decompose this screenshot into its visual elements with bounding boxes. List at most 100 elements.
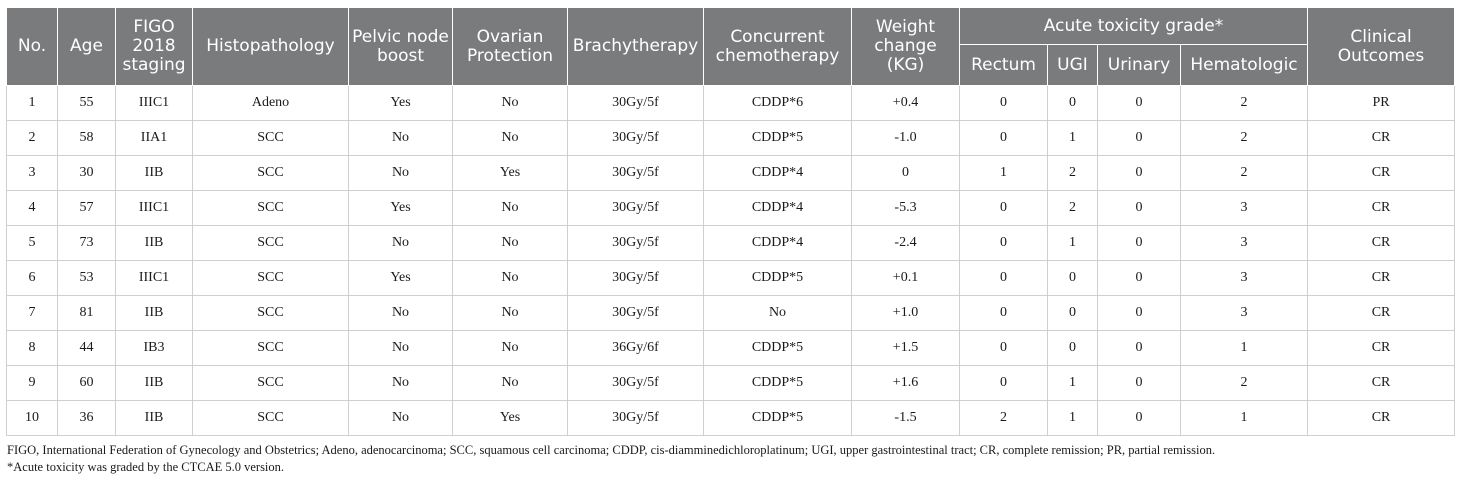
header-figo: FIGO 2018 staging bbox=[115, 7, 193, 86]
cell-no: 4 bbox=[6, 190, 58, 226]
cell-ovarian: No bbox=[452, 295, 568, 331]
cell-chemo: CDDP*5 bbox=[703, 400, 852, 436]
cell-weight: 0 bbox=[851, 155, 960, 191]
cell-ugi: 1 bbox=[1047, 225, 1098, 261]
cell-ovarian: Yes bbox=[452, 400, 568, 436]
cell-figo: IIB bbox=[115, 225, 193, 261]
cell-age: 36 bbox=[57, 400, 116, 436]
header-ovarian-protection: Ovarian Protection bbox=[452, 7, 568, 86]
cell-age: 60 bbox=[57, 365, 116, 401]
cell-pelvic: No bbox=[348, 155, 453, 191]
cell-ugi: 0 bbox=[1047, 295, 1098, 331]
cell-urinary: 0 bbox=[1097, 365, 1181, 401]
cell-no: 1 bbox=[6, 85, 58, 121]
cell-age: 81 bbox=[57, 295, 116, 331]
cell-no: 9 bbox=[6, 365, 58, 401]
cell-rectum: 0 bbox=[959, 365, 1048, 401]
cell-pelvic: No bbox=[348, 225, 453, 261]
cell-ovarian: No bbox=[452, 120, 568, 156]
cell-pelvic: No bbox=[348, 295, 453, 331]
cell-outcome: CR bbox=[1307, 120, 1456, 156]
cell-pelvic: Yes bbox=[348, 260, 453, 296]
cell-rectum: 0 bbox=[959, 225, 1048, 261]
cell-ugi: 2 bbox=[1047, 155, 1098, 191]
cell-pelvic: No bbox=[348, 120, 453, 156]
cell-no: 7 bbox=[6, 295, 58, 331]
cell-weight: +1.5 bbox=[851, 330, 960, 366]
cell-ovarian: Yes bbox=[452, 155, 568, 191]
cell-figo: IIIC1 bbox=[115, 85, 193, 121]
cell-histopathology: SCC bbox=[192, 190, 349, 226]
cell-no: 2 bbox=[6, 120, 58, 156]
header-urinary: Urinary bbox=[1097, 44, 1181, 86]
cell-outcome: PR bbox=[1307, 85, 1456, 121]
cell-chemo: CDDP*5 bbox=[703, 260, 852, 296]
cell-ovarian: No bbox=[452, 365, 568, 401]
cell-outcome: CR bbox=[1307, 155, 1456, 191]
header-rectum: Rectum bbox=[959, 44, 1048, 86]
table-row: 10 36 IIB SCC No Yes 30Gy/5f CDDP*5 -1.5 2 1 0 1 CR bbox=[6, 400, 1456, 436]
cell-rectum: 1 bbox=[959, 155, 1048, 191]
cell-pelvic: No bbox=[348, 400, 453, 436]
cell-figo: IIB bbox=[115, 365, 193, 401]
cell-brachy: 30Gy/5f bbox=[567, 155, 704, 191]
cell-figo: IIIC1 bbox=[115, 260, 193, 296]
cell-pelvic: No bbox=[348, 365, 453, 401]
cell-hematologic: 1 bbox=[1179, 330, 1309, 366]
header-ugi: UGI bbox=[1047, 44, 1098, 86]
table-body: 1 55 IIIC1 Adeno Yes No 30Gy/5f CDDP*6 +0.4 0 0 0 2 P… bbox=[6, 85, 1456, 436]
cell-histopathology: SCC bbox=[192, 365, 349, 401]
cell-hematologic: 2 bbox=[1179, 120, 1309, 156]
cell-brachy: 30Gy/5f bbox=[567, 295, 704, 331]
cell-brachy: 30Gy/5f bbox=[567, 120, 704, 156]
cell-outcome: CR bbox=[1307, 190, 1456, 226]
table-row: 9 60 IIB SCC No No 30Gy/5f CDDP*5 +1.6 0 1 0 2 CR bbox=[6, 365, 1456, 401]
cell-age: 73 bbox=[57, 225, 116, 261]
table-row: 5 73 IIB SCC No No 30Gy/5f CDDP*4 -2.4 0 1 0 3 CR bbox=[6, 225, 1456, 261]
cell-histopathology: SCC bbox=[192, 330, 349, 366]
header-histopathology: Histopathology bbox=[192, 7, 349, 86]
table-row: 1 55 IIIC1 Adeno Yes No 30Gy/5f CDDP*6 +0.4 0 0 0 2 P… bbox=[6, 85, 1456, 121]
cell-outcome: CR bbox=[1307, 260, 1456, 296]
cell-ugi: 2 bbox=[1047, 190, 1098, 226]
footnote-toxicity: *Acute toxicity was graded by the CTCAE … bbox=[7, 460, 285, 474]
cell-weight: +0.1 bbox=[851, 260, 960, 296]
cell-figo: IIIC1 bbox=[115, 190, 193, 226]
cell-urinary: 0 bbox=[1097, 260, 1181, 296]
cell-figo: IIB bbox=[115, 295, 193, 331]
cell-hematologic: 3 bbox=[1179, 225, 1309, 261]
cell-urinary: 0 bbox=[1097, 400, 1181, 436]
cell-age: 30 bbox=[57, 155, 116, 191]
cell-ugi: 0 bbox=[1047, 330, 1098, 366]
cell-brachy: 30Gy/5f bbox=[567, 190, 704, 226]
cell-histopathology: SCC bbox=[192, 155, 349, 191]
cell-ugi: 0 bbox=[1047, 260, 1098, 296]
cell-hematologic: 3 bbox=[1179, 295, 1309, 331]
header-concurrent-chemotherapy: Concurrent chemotherapy bbox=[703, 7, 852, 86]
cell-ugi: 1 bbox=[1047, 365, 1098, 401]
cell-pelvic: Yes bbox=[348, 85, 453, 121]
cell-brachy: 36Gy/6f bbox=[567, 330, 704, 366]
cell-ovarian: No bbox=[452, 85, 568, 121]
cell-weight: +1.6 bbox=[851, 365, 960, 401]
cell-chemo: CDDP*5 bbox=[703, 365, 852, 401]
cell-weight: +1.0 bbox=[851, 295, 960, 331]
table-row: 8 44 IB3 SCC No No 36Gy/6f CDDP*5 +1.5 0 0 0 1 CR bbox=[6, 330, 1456, 366]
cell-hematologic: 2 bbox=[1179, 85, 1309, 121]
header-acute-toxicity: Acute toxicity grade* bbox=[958, 7, 1309, 45]
cell-urinary: 0 bbox=[1097, 120, 1181, 156]
table-container: No. Age FIGO 2018 staging Histopathology… bbox=[6, 7, 1456, 476]
cell-hematologic: 2 bbox=[1179, 365, 1309, 401]
cell-no: 3 bbox=[6, 155, 58, 191]
cell-rectum: 0 bbox=[959, 190, 1048, 226]
cell-outcome: CR bbox=[1307, 295, 1456, 331]
header-pelvic-node-boost: Pelvic node boost bbox=[348, 7, 453, 86]
table-row: 4 57 IIIC1 SCC Yes No 30Gy/5f CDDP*4 -5.3 0 2 0 3 CR bbox=[6, 190, 1456, 226]
header-hematologic: Hematologic bbox=[1179, 44, 1309, 86]
cell-weight: -1.0 bbox=[851, 120, 960, 156]
cell-no: 6 bbox=[6, 260, 58, 296]
cell-age: 44 bbox=[57, 330, 116, 366]
header-weight-change: Weight change (KG) bbox=[851, 7, 960, 86]
cell-no: 10 bbox=[6, 400, 58, 436]
cell-chemo: No bbox=[703, 295, 852, 331]
